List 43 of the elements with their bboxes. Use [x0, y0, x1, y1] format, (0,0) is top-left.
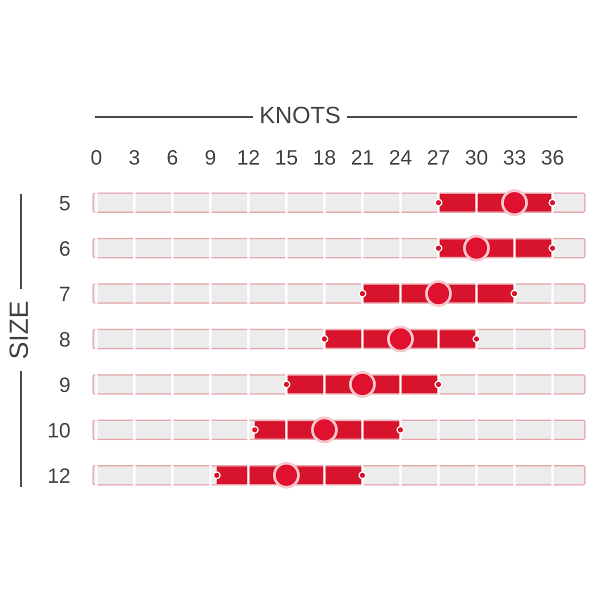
point — [548, 198, 556, 207]
chart-title: KNOTS — [261, 106, 340, 124]
x-tick-label: 24 — [390, 150, 412, 165]
x-tick-label: 6 — [168, 150, 178, 165]
y-tick-label: 9 — [60, 377, 70, 392]
y-tick-label: 5 — [60, 196, 70, 210]
point — [472, 335, 480, 343]
point — [282, 380, 290, 388]
point — [250, 426, 259, 434]
point — [272, 462, 300, 489]
point — [212, 471, 221, 480]
y-tick-label: 7 — [60, 286, 70, 302]
point — [510, 290, 518, 298]
x-tick-label: 36 — [542, 150, 564, 165]
y-tick-label: 8 — [60, 332, 70, 347]
point — [320, 335, 328, 343]
y-tick-label: 10 — [48, 422, 70, 438]
x-tick-label: 0 — [91, 150, 102, 165]
y-tick-label: 12 — [48, 468, 70, 483]
x-tick-label: 12 — [238, 150, 259, 165]
y-tick-label: 6 — [60, 241, 70, 256]
x-tick-label: 27 — [428, 150, 450, 165]
point — [358, 290, 366, 298]
x-tick-label: 15 — [276, 150, 298, 165]
point — [434, 198, 442, 207]
point — [463, 234, 490, 262]
point — [434, 380, 442, 388]
x-tick-label: 30 — [466, 150, 488, 165]
point — [387, 326, 414, 352]
x-tick-label: 3 — [129, 150, 140, 165]
x-tick-label: 33 — [504, 150, 526, 165]
x-tick-label: 21 — [352, 150, 374, 165]
point — [548, 244, 556, 252]
y-axis-title: SIZE — [9, 302, 28, 358]
point — [311, 416, 338, 444]
point — [396, 426, 404, 434]
x-tick-label: 9 — [206, 150, 216, 165]
point — [501, 189, 528, 216]
point — [434, 244, 442, 252]
point — [349, 371, 376, 398]
x-tick-label: 18 — [314, 150, 336, 165]
point — [358, 471, 366, 480]
point — [425, 280, 452, 307]
